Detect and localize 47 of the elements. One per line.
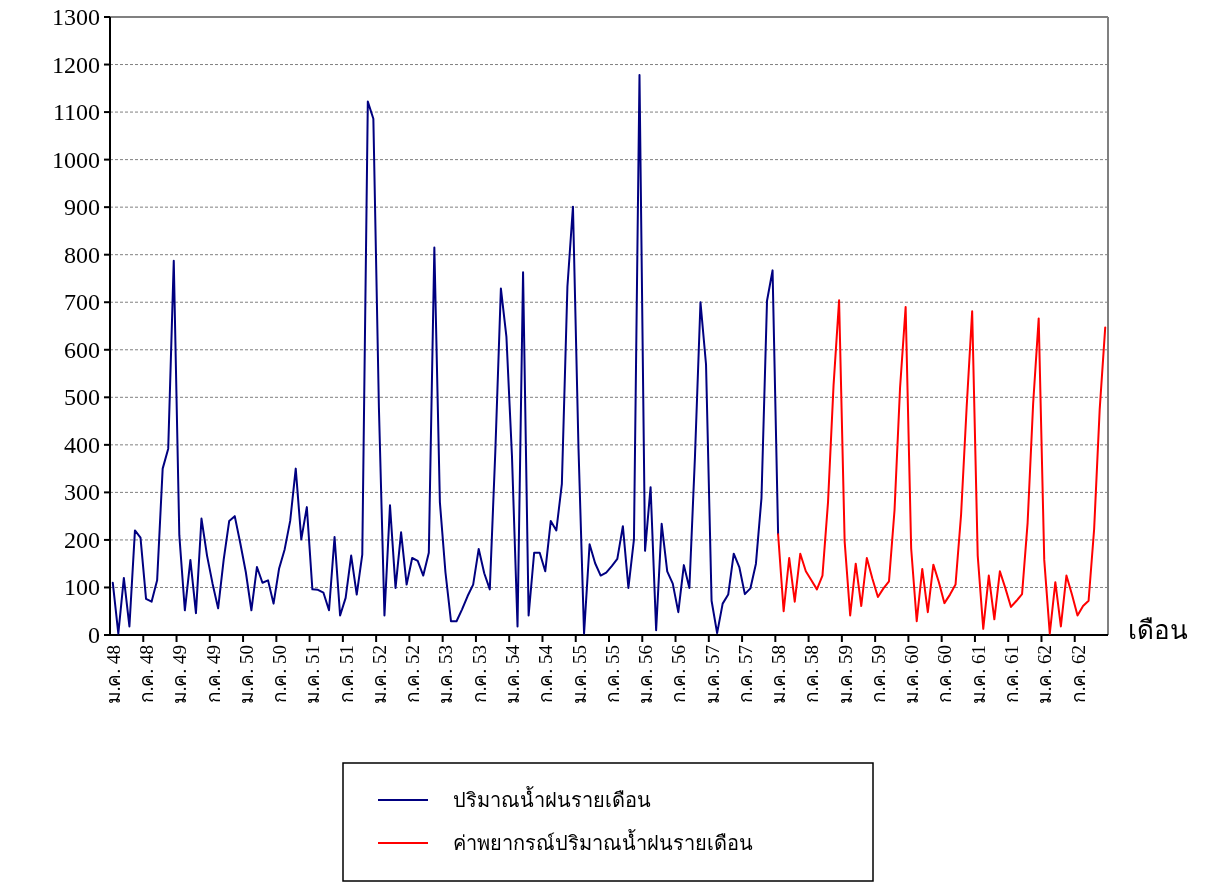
y-tick-label: 700 xyxy=(64,289,100,316)
legend-label: ปริมาณน้ำฝนรายเดือน xyxy=(453,786,651,811)
x-tick-label: ก.ค. 48 xyxy=(136,645,158,704)
x-tick-label: ก.ค. 61 xyxy=(1000,645,1022,704)
y-tick-label: 0 xyxy=(88,622,100,648)
y-tick-label: 300 xyxy=(64,479,100,506)
x-tick-label: ก.ค. 58 xyxy=(801,645,823,704)
x-tick-label: ก.ค. 51 xyxy=(335,645,357,704)
y-tick-label: 900 xyxy=(64,194,100,221)
x-tick-label: ก.ค. 54 xyxy=(535,644,557,704)
x-tick-label: ม.ค. 55 xyxy=(568,645,590,705)
x-tick-label: ม.ค. 48 xyxy=(102,645,124,705)
x-tick-label: ม.ค. 60 xyxy=(901,645,923,705)
y-tick-label: 200 xyxy=(64,526,100,553)
x-tick-label: ก.ค. 57 xyxy=(734,645,756,704)
y-tick-label: 1200 xyxy=(52,51,100,78)
x-tick-label: ม.ค. 59 xyxy=(834,645,856,705)
x-tick-label: ก.ค. 55 xyxy=(601,645,623,704)
x-tick-label: ก.ค. 59 xyxy=(867,645,889,704)
x-tick-label: ม.ค. 49 xyxy=(169,645,191,705)
y-tick-label: 100 xyxy=(64,574,100,601)
x-axis-title: เดือน xyxy=(1128,616,1188,645)
x-tick-label: ก.ค. 56 xyxy=(668,645,690,704)
x-tick-label: ม.ค. 57 xyxy=(701,645,723,705)
x-tick-label: ม.ค. 62 xyxy=(1034,645,1056,705)
y-tick-label: 1300 xyxy=(52,4,100,30)
x-tick-label: ม.ค. 54 xyxy=(501,644,523,705)
x-tick-label: ม.ค. 61 xyxy=(967,645,989,705)
y-tick-label: 400 xyxy=(64,431,100,458)
x-tick-label: ก.ค. 62 xyxy=(1067,645,1089,704)
x-tick-label: ม.ค. 50 xyxy=(235,645,257,705)
y-tick-label: 500 xyxy=(64,384,100,411)
y-tick-label: 1000 xyxy=(52,146,100,173)
legend-label: ค่าพยากรณ์ปริมาณน้ำฝนรายเดือน xyxy=(453,829,753,854)
x-tick-label: ก.ค. 60 xyxy=(934,645,956,704)
y-tick-label: 600 xyxy=(64,336,100,363)
x-tick-label: ก.ค. 52 xyxy=(402,645,424,704)
x-tick-label: ม.ค. 56 xyxy=(635,645,657,705)
x-tick-label: ม.ค. 52 xyxy=(368,645,390,705)
x-tick-label: ก.ค. 49 xyxy=(202,645,224,704)
y-tick-label: 1100 xyxy=(52,99,100,126)
x-tick-label: ม.ค. 51 xyxy=(302,645,324,705)
x-tick-label: ม.ค. 53 xyxy=(435,645,457,705)
x-tick-label: ก.ค. 53 xyxy=(468,645,490,704)
x-tick-label: ก.ค. 50 xyxy=(269,645,291,704)
x-tick-label: ม.ค. 58 xyxy=(768,645,790,705)
y-tick-label: 800 xyxy=(64,241,100,268)
